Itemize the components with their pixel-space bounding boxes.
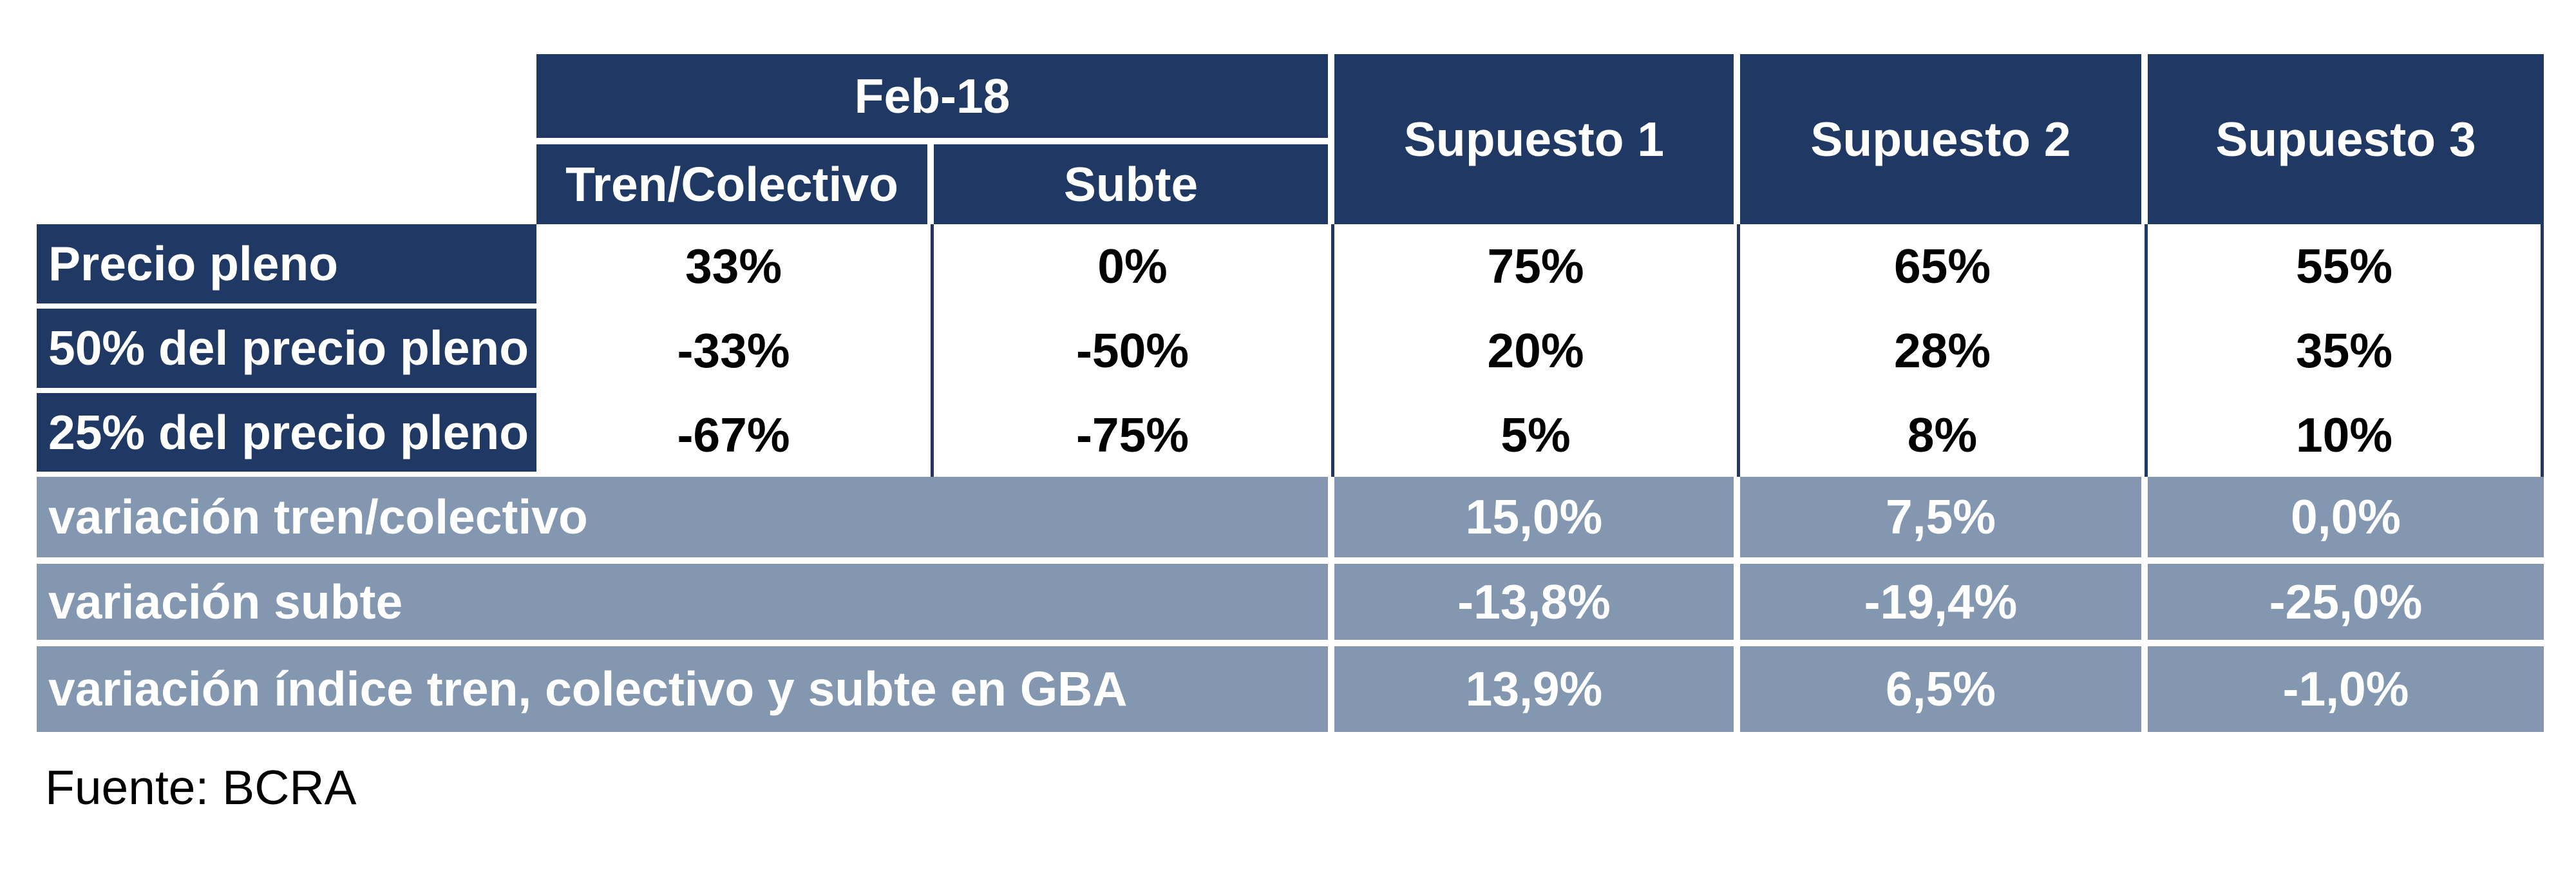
cell-var-tren-sup1: 15,0% [1334,477,1740,564]
cell-25-sup1: 5% [1334,393,1740,477]
cell-precio-sup1: 75% [1334,224,1740,309]
cell-var-indice-sup2: 6,5% [1740,646,2148,732]
cell-var-subte-sup2: -19,4% [1740,564,2148,646]
header-mode-tren: Tren/Colectivo [536,144,934,224]
header-scenario-1: Supuesto 1 [1334,54,1740,224]
row-label-variacion-subte: variación subte [37,564,1334,646]
header-mode-subte: Subte [934,144,1334,224]
cell-25-subte: -75% [934,393,1334,477]
row-label-text: 50% del precio pleno [48,321,529,375]
row-label-variacion-indice: variación índice tren, colectivo y subte… [37,646,1334,732]
row-label-text: variación subte [48,574,403,629]
cell-var-subte-sup3: -25,0% [2148,564,2544,646]
cell-25-tren: -67% [536,393,934,477]
row-label-text: variación índice tren, colectivo y subte… [48,662,1128,716]
header-mode-tren-label: Tren/Colectivo [565,157,898,211]
cell-50-sup2: 28% [1740,309,2148,393]
header-period: Feb-18 [536,54,1334,144]
row-label-text: 25% del precio pleno [48,405,529,459]
cell-25-sup2: 8% [1740,393,2148,477]
cell-var-subte-sup1: -13,8% [1334,564,1740,646]
header-scenario-1-label: Supuesto 1 [1403,111,1665,166]
cell-precio-subte: 0% [934,224,1334,309]
header-scenario-2-label: Supuesto 2 [1810,111,2071,166]
header-mode-subte-label: Subte [1063,157,1198,211]
row-label-text: variación tren/colectivo [48,490,588,544]
cell-50-subte: -50% [934,309,1334,393]
cell-precio-sup3: 55% [2148,224,2544,309]
row-label-50-precio: 50% del precio pleno [37,309,536,393]
cell-precio-tren: 33% [536,224,934,309]
cell-50-sup1: 20% [1334,309,1740,393]
row-label-precio-pleno: Precio pleno [37,224,536,309]
cell-var-tren-sup2: 7,5% [1740,477,2148,564]
cell-precio-sup2: 65% [1740,224,2148,309]
source-note: Fuente: BCRA [45,760,357,814]
row-label-variacion-tren: variación tren/colectivo [37,477,1334,564]
row-label-25-precio: 25% del precio pleno [37,393,536,477]
header-period-label: Feb-18 [854,68,1010,123]
cell-var-indice-sup1: 13,9% [1334,646,1740,732]
header-scenario-3: Supuesto 3 [2148,54,2544,224]
cell-var-indice-sup3: -1,0% [2148,646,2544,732]
header-scenario-2: Supuesto 2 [1740,54,2148,224]
cell-25-sup3: 10% [2148,393,2544,477]
cell-var-tren-sup3: 0,0% [2148,477,2544,564]
fare-scenario-table: Feb-18 Supuesto 1 Supuesto 2 Supuesto 3 … [37,54,2544,732]
row-label-text: Precio pleno [48,236,339,291]
cell-50-sup3: 35% [2148,309,2544,393]
cell-50-tren: -33% [536,309,934,393]
header-scenario-3-label: Supuesto 3 [2215,111,2476,166]
